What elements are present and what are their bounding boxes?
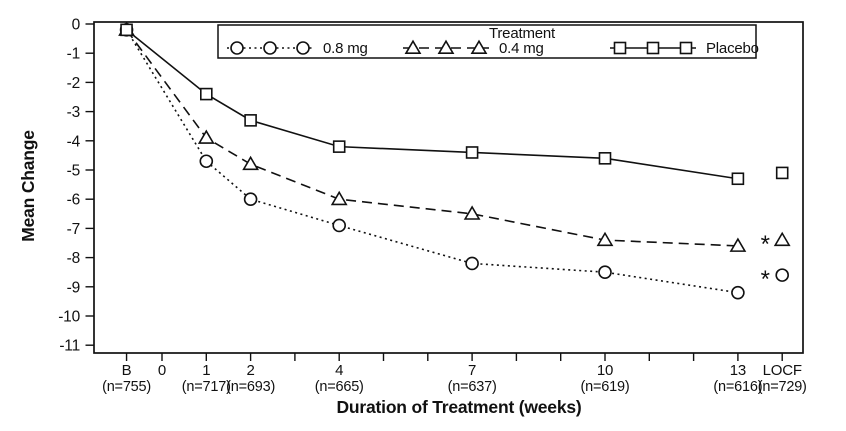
legend-entry-label: 0.4 mg: [499, 40, 544, 57]
square-marker: [731, 172, 745, 186]
x-tick-label: 13: [730, 362, 746, 379]
n-count-label: (n=619): [581, 379, 630, 395]
square-marker: [646, 41, 660, 55]
x-tick-label: 7: [468, 362, 476, 379]
y-axis: 0 -1 -2 -3 -4 -5 -6 -7 -8 -9 -10 -11: [58, 17, 94, 355]
legend-title: Treatment: [489, 25, 556, 42]
triangle-marker: [330, 190, 348, 206]
circle-marker: [731, 285, 745, 300]
triangle-marker: [437, 39, 455, 54]
circle-marker: [296, 41, 310, 55]
square-marker: [244, 114, 257, 127]
circle-marker: [598, 265, 612, 280]
triangle-marker: [463, 205, 481, 220]
circle-marker: [332, 218, 347, 233]
square-marker: [465, 146, 479, 159]
y-tick-label: 0: [72, 17, 81, 34]
legend-entry-0.8-mg: 0.8 mg: [227, 40, 368, 57]
square-marker: [120, 23, 133, 37]
legend-entry-0.4-mg: 0.4 mg: [403, 39, 544, 57]
legend-entry-label: 0.8 mg: [323, 40, 368, 57]
circle-marker: [199, 154, 214, 169]
n-count-label: (n=729): [758, 379, 807, 395]
y-tick-label: -7: [67, 221, 80, 238]
square-marker: [598, 152, 612, 165]
x-tick-label: B: [122, 362, 132, 379]
circle-marker: [243, 192, 258, 206]
y-axis-title: Mean Change: [18, 130, 38, 242]
square-marker: [775, 166, 789, 180]
circle-marker: [263, 41, 277, 55]
series-line: [125, 29, 738, 247]
data-series: **: [118, 21, 791, 300]
triangle-marker: [729, 237, 747, 252]
n-count-label: (n=717): [182, 379, 231, 395]
n-count-label: (n=616): [713, 379, 762, 395]
square-marker: [200, 87, 213, 101]
y-tick-label: -4: [67, 133, 81, 150]
y-tick-label: -2: [67, 75, 80, 92]
square-marker: [679, 41, 693, 55]
x-tick-label: 10: [597, 362, 613, 379]
n-count-label: (n=693): [226, 379, 275, 395]
y-tick-label: -8: [67, 250, 80, 267]
x-axis-title: Duration of Treatment (weeks): [336, 397, 581, 417]
square-marker: [613, 41, 627, 55]
x-tick-label: 0: [158, 362, 166, 379]
n-count-label: (n=665): [315, 379, 364, 395]
legend-entry-placebo: Placebo: [610, 40, 759, 57]
series-0.8-mg: *: [119, 23, 790, 300]
legend: Treatment 0.8 mg 0.4 mg Placebo: [217, 24, 759, 59]
legend-entries: 0.8 mg 0.4 mg Placebo: [227, 39, 759, 57]
x-axis: B(n=755) 0 1(n=717) 2(n=693) 4(n=665) 7(n=637…: [102, 353, 807, 395]
triangle-marker: [596, 231, 614, 247]
triangle-marker: [470, 39, 488, 54]
y-tick-label: -11: [59, 338, 80, 355]
significance-star: *: [761, 231, 770, 258]
y-tick-label: -9: [67, 279, 80, 296]
triangle-marker: [197, 129, 215, 144]
x-tick-label: 2: [247, 362, 255, 379]
n-count-label: (n=755): [102, 379, 151, 395]
circle-marker: [465, 256, 479, 271]
triangle-marker: [404, 39, 422, 54]
triangle-marker: [773, 231, 791, 247]
legend-entry-label: Placebo: [706, 40, 759, 57]
y-tick-label: -1: [67, 46, 80, 63]
x-tick-label: 1: [202, 362, 210, 379]
y-tick-label: -6: [67, 192, 80, 209]
plot-frame: [93, 21, 804, 354]
series-line: [125, 29, 739, 294]
circle-marker: [230, 41, 244, 55]
y-tick-label: -5: [67, 163, 80, 180]
triangle-marker: [242, 155, 259, 171]
x-tick-label: 4: [335, 362, 343, 379]
significance-star: *: [761, 266, 770, 293]
y-tick-label: -3: [67, 104, 80, 121]
square-marker: [332, 140, 346, 153]
y-tick-label: -10: [58, 309, 80, 326]
series-0.4-mg: *: [118, 21, 791, 258]
x-tick-label: LOCF: [763, 362, 802, 379]
circle-marker: [775, 268, 790, 282]
series-placebo: [120, 23, 789, 186]
n-count-label: (n=637): [448, 379, 497, 395]
